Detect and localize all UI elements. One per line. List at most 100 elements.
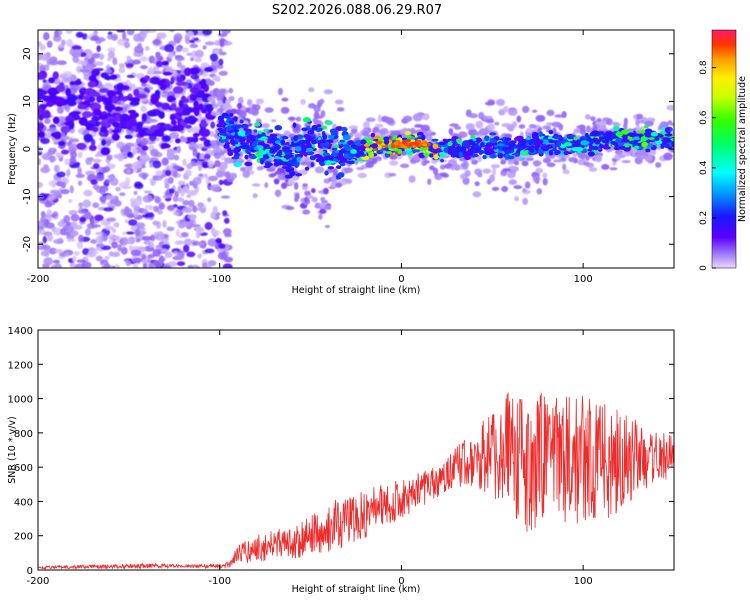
noise-blob — [142, 235, 153, 241]
halo-blob — [414, 124, 424, 128]
ridge-blob — [365, 137, 372, 141]
noise-blob — [72, 49, 82, 58]
ridge-blob — [244, 161, 253, 167]
ridge-blob — [281, 135, 289, 140]
streak-blob — [302, 209, 311, 215]
cluster-blob — [52, 71, 59, 80]
ridge-blob — [563, 150, 569, 156]
halo-blob — [492, 167, 497, 176]
halo-blob — [353, 132, 363, 138]
ridge-blob — [665, 127, 671, 131]
ridge-blob — [507, 155, 515, 160]
halo-blob — [208, 175, 219, 182]
cluster-blob — [161, 135, 171, 142]
noise-blob — [161, 244, 171, 250]
ridge-core — [422, 140, 428, 144]
halo-blob — [374, 123, 384, 128]
ridge-blob — [247, 146, 255, 151]
ridge-blob — [233, 161, 242, 167]
ridge-blob — [293, 135, 299, 141]
noise-blob — [43, 257, 54, 266]
noise-blob — [44, 201, 53, 208]
noise-blob — [75, 173, 85, 178]
noise-blob — [162, 220, 167, 229]
noise-blob — [146, 83, 151, 88]
noise-blob — [59, 73, 68, 77]
cluster-blob — [175, 138, 181, 144]
noise-blob — [181, 47, 189, 53]
ridge-blob — [280, 161, 289, 166]
streak-blob — [230, 108, 238, 115]
noise-blob — [128, 219, 138, 226]
noise-blob — [172, 211, 180, 216]
noise-blob — [133, 190, 138, 195]
y-tick-label: -20 — [22, 236, 33, 252]
noise-blob — [153, 65, 160, 71]
ridge-blob — [325, 120, 333, 126]
ridge-blob — [447, 141, 453, 147]
ridge-blob — [619, 146, 626, 150]
cluster-blob — [101, 139, 107, 146]
halo-blob — [560, 157, 566, 161]
cluster-blob — [114, 114, 122, 122]
cluster-blob — [91, 68, 101, 77]
noise-blob — [164, 44, 175, 53]
noise-blob — [147, 66, 155, 75]
ridge-blob — [588, 141, 594, 145]
noise-blob — [56, 60, 67, 66]
halo-blob — [546, 109, 555, 116]
streak-blob — [303, 196, 309, 203]
halo-blob — [572, 153, 577, 158]
noise-blob — [48, 180, 56, 187]
ridge-blob — [542, 147, 548, 151]
ridge-blob — [580, 140, 589, 146]
noise-blob — [143, 208, 149, 214]
halo-blob — [469, 113, 478, 119]
noise-blob — [132, 161, 143, 169]
cluster-blob — [147, 110, 157, 117]
ridge-blob — [326, 155, 335, 160]
noise-blob — [69, 138, 80, 143]
noise-blob — [106, 154, 113, 161]
halo-blob — [635, 125, 641, 133]
halo-blob — [210, 110, 221, 116]
cluster-blob — [204, 153, 211, 160]
noise-blob — [51, 213, 57, 218]
streak-blob — [319, 202, 326, 208]
ridge-blob — [341, 126, 348, 132]
cluster-blob — [57, 140, 66, 146]
noise-blob — [202, 262, 208, 268]
ridge-blob — [298, 140, 307, 145]
noise-blob — [125, 63, 134, 68]
ridge-blob — [664, 143, 670, 149]
cluster-blob — [174, 124, 185, 132]
streak-blob — [294, 193, 300, 200]
ridge-blob — [302, 117, 311, 123]
noise-blob — [107, 31, 113, 36]
halo-blob — [546, 125, 552, 131]
halo-blob — [262, 123, 270, 129]
noise-blob — [176, 145, 182, 154]
noise-blob — [60, 228, 66, 236]
noise-blob — [96, 45, 101, 53]
noise-blob — [154, 233, 165, 241]
noise-blob — [46, 149, 56, 156]
cluster-blob — [169, 114, 176, 121]
ridge-blob — [573, 136, 578, 141]
noise-blob — [218, 33, 228, 37]
noise-blob — [116, 141, 126, 149]
ridge-blob — [420, 134, 426, 141]
noise-blob — [71, 45, 82, 51]
halo-blob — [217, 99, 224, 107]
halo-blob — [579, 128, 587, 135]
noise-blob — [82, 199, 92, 208]
halo-blob — [251, 104, 257, 109]
noise-blob — [177, 61, 182, 68]
cluster-blob — [82, 95, 90, 101]
x-tick-label: -200 — [27, 274, 50, 285]
cluster-blob — [127, 109, 137, 114]
noise-blob — [64, 225, 75, 234]
halo-blob — [535, 114, 546, 122]
halo-blob — [532, 160, 542, 166]
